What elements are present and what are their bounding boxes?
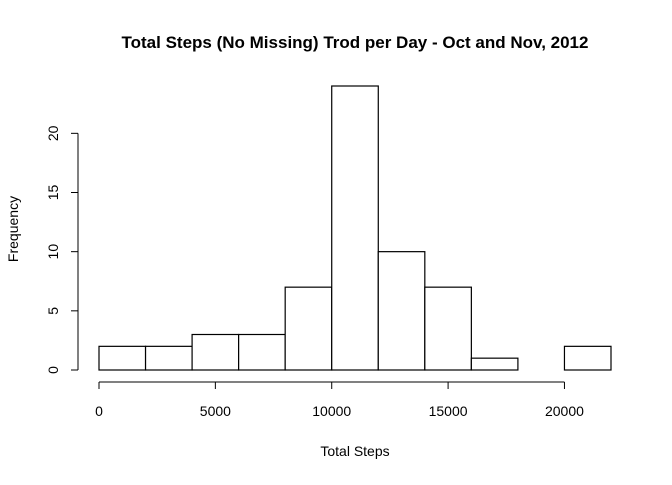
histogram-bar-8000-10000 <box>284 286 333 371</box>
y-tick-label-10: 10 <box>45 244 61 260</box>
histogram-bar-10000-12000 <box>331 85 379 371</box>
histogram-bar-6000-8000 <box>238 333 286 371</box>
y-tick-label-15: 15 <box>45 185 61 201</box>
y-ticks: 0 5 10 15 20 <box>45 125 78 374</box>
y-tick-label-20: 20 <box>45 125 61 141</box>
x-tick-label-15000: 15000 <box>429 403 468 419</box>
x-ticks: 0 5000 10000 15000 20000 <box>95 382 584 419</box>
histogram-bar-2000-4000 <box>144 345 193 371</box>
x-tick-label-0: 0 <box>95 403 103 419</box>
x-axis-label: Total Steps <box>320 443 389 459</box>
histogram-bar-0-2000 <box>98 345 147 371</box>
x-tick-label-10000: 10000 <box>312 403 351 419</box>
y-axis-label: Frequency <box>5 196 21 262</box>
x-tick-label-20000: 20000 <box>545 403 584 419</box>
histogram-bar-14000-16000 <box>424 286 472 371</box>
y-axis: 0 5 10 15 20 <box>45 125 79 374</box>
histogram-bar-12000-14000 <box>377 251 426 371</box>
histogram-bar-16000-18000 <box>470 357 519 371</box>
bars-group <box>98 85 612 371</box>
y-tick-label-5: 5 <box>45 307 61 315</box>
histogram-bar-4000-6000 <box>191 333 240 371</box>
x-tick-label-5000: 5000 <box>200 403 231 419</box>
x-axis: 0 5000 10000 15000 20000 <box>95 381 584 419</box>
chart-title: Total Steps (No Missing) Trod per Day - … <box>122 33 589 52</box>
y-tick-label-0: 0 <box>45 366 61 374</box>
histogram-bar-20000-22000 <box>563 345 612 371</box>
